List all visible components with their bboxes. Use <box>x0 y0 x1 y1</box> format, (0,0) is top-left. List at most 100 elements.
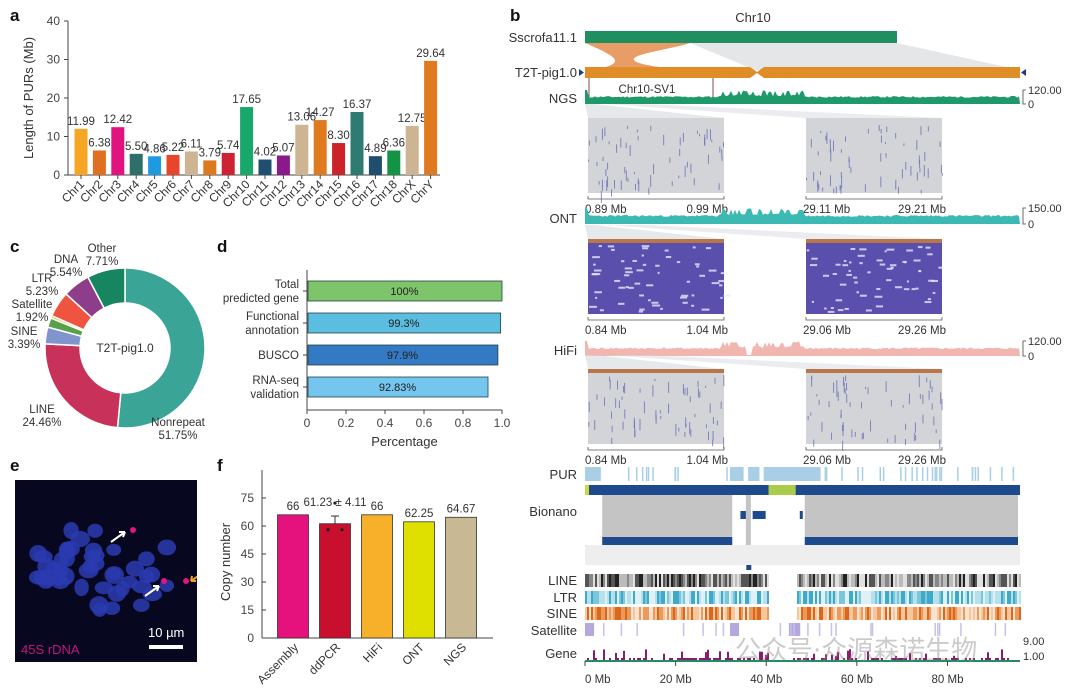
density-bin <box>843 574 845 587</box>
density-bin <box>671 591 673 604</box>
satellite-block <box>994 623 997 636</box>
igv-mismatch <box>646 284 654 287</box>
gene-density-bin <box>615 652 617 660</box>
density-bin <box>879 607 881 620</box>
igv-mismatch <box>807 415 809 421</box>
igv-mismatch <box>839 283 847 286</box>
density-bin <box>881 591 883 604</box>
pur-block <box>647 467 650 481</box>
igv-mismatch <box>641 254 644 257</box>
gene-range-min: 1.00 <box>1023 651 1044 663</box>
pur-block <box>677 467 679 481</box>
density-bin <box>923 574 925 587</box>
density-bin <box>595 591 597 604</box>
igv-mismatch <box>720 401 722 409</box>
density-bin <box>813 607 815 620</box>
igv-mismatch <box>919 168 921 173</box>
igv-mismatch <box>704 137 706 145</box>
density-bin <box>685 607 687 620</box>
density-bin <box>675 591 677 604</box>
satellite-block <box>1004 623 1007 636</box>
density-bin <box>905 574 907 587</box>
density-bin <box>657 574 659 587</box>
density-bin <box>879 591 881 604</box>
density-bin <box>941 591 943 604</box>
igv-mismatch <box>924 152 926 162</box>
data-label: 5.74 <box>217 140 240 152</box>
igv-mismatch <box>716 420 718 426</box>
igv-coverage-strip <box>588 239 724 243</box>
density-bin <box>975 607 977 620</box>
igv-mismatch <box>595 136 597 143</box>
igv-mismatch <box>911 288 916 291</box>
igv-mismatch <box>916 172 918 181</box>
density-bin <box>995 607 997 620</box>
gene-density-bin <box>701 658 703 660</box>
data-label: 66 <box>371 501 384 513</box>
density-bin <box>613 591 615 604</box>
density-bin <box>673 607 675 620</box>
igv-mismatch <box>919 160 921 169</box>
gene-density-bin <box>881 658 883 660</box>
track-label-bionano: Bionano <box>529 504 577 519</box>
igv-mismatch <box>885 141 887 144</box>
density-bin <box>1003 574 1005 587</box>
igv-mismatch <box>655 264 660 267</box>
density-bin <box>959 574 961 587</box>
density-bin <box>739 591 741 604</box>
density-bin <box>737 591 739 604</box>
density-bin <box>671 574 673 587</box>
window-start-label: 0.84 Mb <box>585 325 627 337</box>
igv-mismatch <box>922 394 924 404</box>
window-end-label: 0.99 Mb <box>686 204 728 216</box>
track-label-satellite: Satellite <box>531 623 577 638</box>
data-label: 13.06 <box>287 112 316 124</box>
density-bin <box>725 591 727 604</box>
density-bin <box>657 591 659 604</box>
gene-density-bin <box>825 654 827 660</box>
igv-mismatch <box>931 279 938 282</box>
density-bin <box>877 607 879 620</box>
density-bin <box>735 607 737 620</box>
density-bin <box>645 607 647 620</box>
igv-mismatch <box>624 267 632 270</box>
chromosome <box>106 567 122 580</box>
igv-mismatch <box>901 169 903 179</box>
bar-chr7 <box>184 151 198 175</box>
slice-name-label: Nonrepeat <box>151 417 206 429</box>
gene-density-bin <box>1001 649 1003 660</box>
density-bin <box>761 574 763 587</box>
y-tick-label: 30 <box>47 53 61 67</box>
density-bin <box>757 607 759 620</box>
igv-mismatch <box>841 176 843 188</box>
coverage-ont <box>585 208 1020 224</box>
y-tick-label: RNA-seq <box>252 375 299 387</box>
igv-mismatch <box>811 376 813 387</box>
density-bin <box>985 591 987 604</box>
gene-density-bin <box>669 658 671 660</box>
igv-mismatch <box>908 393 910 405</box>
chromosome <box>78 562 99 579</box>
density-bin <box>1017 591 1019 604</box>
bionano-gap <box>768 485 796 495</box>
igv-mismatch <box>848 269 851 272</box>
density-bin <box>713 607 715 620</box>
density-bin <box>717 607 719 620</box>
density-bin <box>873 591 875 604</box>
density-bin <box>649 574 651 587</box>
igv-mismatch <box>821 422 823 432</box>
density-bin <box>947 591 949 604</box>
data-label: 12.75 <box>398 113 427 125</box>
density-bin <box>751 574 753 587</box>
igv-mismatch <box>718 183 720 190</box>
pur-block <box>641 467 644 481</box>
density-bin <box>661 591 663 604</box>
density-bin <box>839 574 841 587</box>
density-bin <box>797 574 799 587</box>
density-bin <box>687 591 689 604</box>
bionano-molecule-map <box>746 562 752 570</box>
panel-label-a: a <box>10 6 20 25</box>
igv-mismatch <box>932 291 936 294</box>
igv-mismatch <box>719 284 723 287</box>
